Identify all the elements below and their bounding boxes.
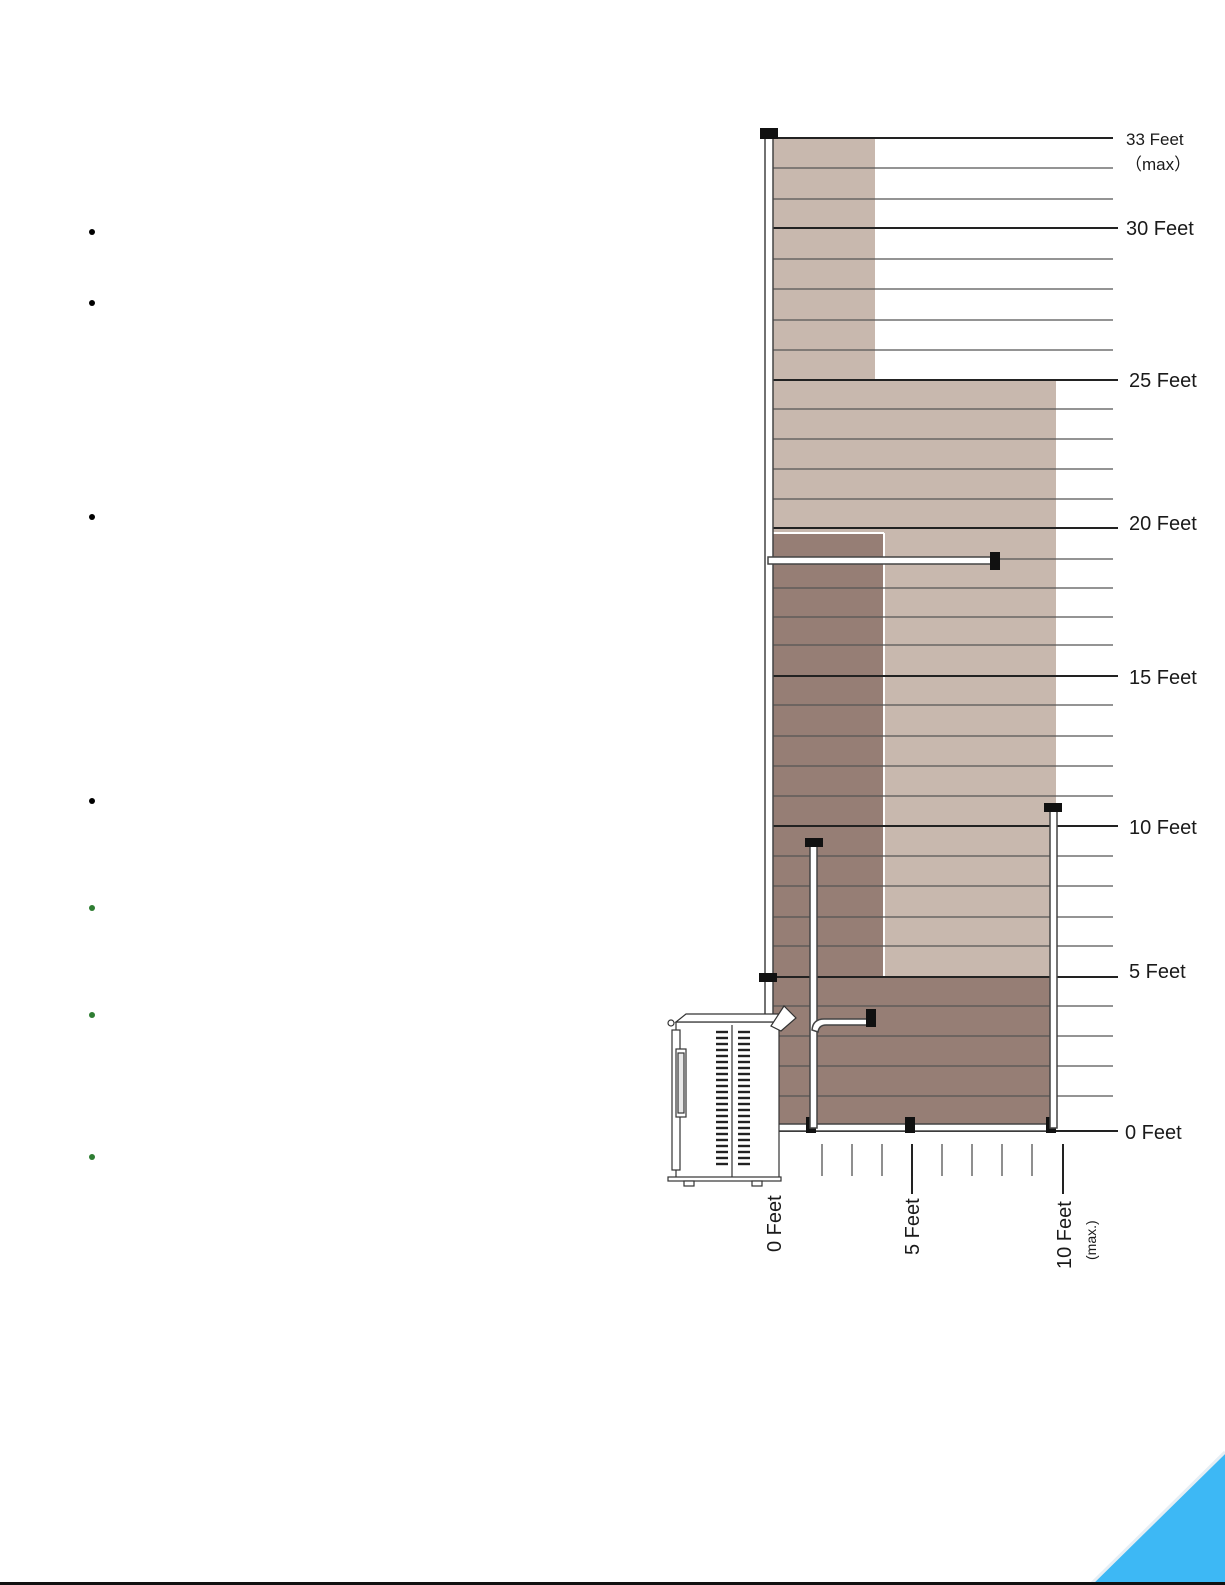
bullet-marker [89, 798, 95, 804]
vertical-label-15-feet: 15 Feet [1129, 667, 1197, 689]
riser-mid-clamp [759, 973, 777, 982]
bullet-marker [89, 229, 95, 235]
bullet-marker [89, 1012, 95, 1018]
bullet-marker [89, 300, 95, 306]
high-run-end-cap [990, 552, 1000, 570]
short-riser-pipe [809, 841, 818, 1129]
unit-vent-grille [716, 1030, 750, 1166]
bullet-marker [89, 1154, 95, 1160]
riser-top-clamp [760, 128, 778, 139]
vertical-label-33-feet: 33 Feet [1126, 130, 1184, 149]
short-riser-top-cap [805, 838, 823, 847]
elbow-end-cap [866, 1009, 876, 1027]
far-riser-pipe [1049, 809, 1058, 1129]
bullet-list [0, 0, 600, 1585]
horizontal-label-5-feet: 5 Feet [902, 1198, 924, 1255]
base-run-clamp [905, 1117, 915, 1133]
horizontal-ruler-ticks [821, 1144, 1033, 1176]
vertical-label-20-feet: 20 Feet [1129, 513, 1197, 535]
horizontal-label-0-feet: 0 Feet [764, 1195, 786, 1252]
page-bottom-rule [0, 1582, 1225, 1585]
vertical-label-0-feet: 0 Feet [1125, 1122, 1182, 1144]
vertical-label-5-feet: 5 Feet [1129, 961, 1186, 983]
horizontal-label-10-feet: 10 Feet [1054, 1201, 1076, 1269]
bullet-marker [89, 514, 95, 520]
vertical-label-max: （max） [1125, 155, 1191, 174]
bullet-marker [89, 905, 95, 911]
grid-lines [770, 167, 1113, 1097]
dark-zone-column [770, 533, 883, 978]
corner-accent-edge [1088, 1450, 1225, 1585]
vertical-label-10-feet: 10 Feet [1129, 817, 1197, 839]
vertical-label-30-feet: 30 Feet [1126, 218, 1194, 240]
far-riser-top-cap [1044, 803, 1062, 812]
vertical-label-25-feet: 25 Feet [1129, 370, 1197, 392]
dehumidifier-unit-illustration [667, 1005, 797, 1187]
high-horizontal-run [767, 556, 998, 565]
horizontal-label-max: (max.) [1083, 1220, 1099, 1260]
